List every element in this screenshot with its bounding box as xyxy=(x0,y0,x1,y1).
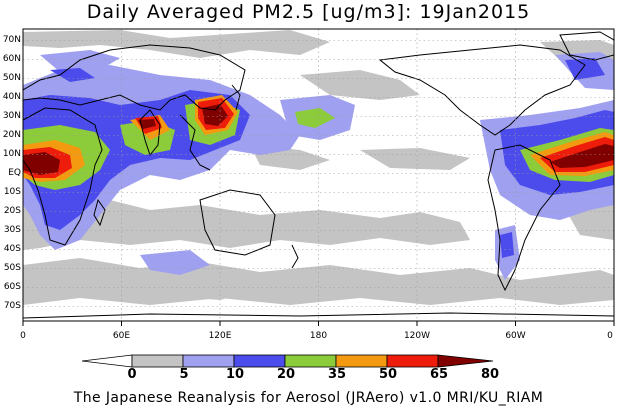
lat-label-70s: 70S xyxy=(3,301,21,311)
coastlines xyxy=(23,31,614,319)
colorbar-label-0: 0 xyxy=(127,367,137,382)
colorbar-label-35: 35 xyxy=(327,367,347,382)
lat-label-40n: 40N xyxy=(2,92,21,102)
lat-label-70n: 70N xyxy=(2,35,21,45)
lat-label-20s: 20S xyxy=(3,206,21,216)
colorbar-swatch-above-80 xyxy=(437,354,494,368)
lon-label-180: 180 xyxy=(309,331,328,341)
colorbar-swatch-3 xyxy=(233,354,286,368)
colorbar-swatch-4 xyxy=(284,354,337,368)
lat-label-10s: 10S xyxy=(3,187,21,197)
lat-label-eq: EQ xyxy=(8,168,21,178)
lon-label-0-west: 0 xyxy=(20,331,26,341)
lon-label-120e: 120E xyxy=(208,331,232,341)
axis-ticks xyxy=(22,321,615,326)
colorbar-label-10: 10 xyxy=(225,367,245,382)
map-title: Daily Averaged PM2.5 [ug/m3]: 19Jan2015 xyxy=(86,1,531,23)
colorbar-swatch-6 xyxy=(386,354,439,368)
lat-label-60s: 60S xyxy=(3,282,21,292)
lat-label-40s: 40S xyxy=(3,244,21,254)
lat-label-20n: 20N xyxy=(2,130,21,140)
lon-label-60e: 60E xyxy=(112,331,131,341)
lon-gridlines xyxy=(121,29,516,321)
lon-label-60w: 60W xyxy=(505,331,526,341)
lat-label-30n: 30N xyxy=(2,111,21,121)
colorbar-label-50: 50 xyxy=(378,367,398,382)
lon-label-120w: 120W xyxy=(403,331,431,341)
colorbar-label-20: 20 xyxy=(276,367,296,382)
colorbar-swatch-below-0 xyxy=(81,354,133,368)
lat-label-60n: 60N xyxy=(2,54,21,64)
colorbar-swatch-1 xyxy=(131,354,184,368)
pm25-darkred-field xyxy=(23,104,614,175)
colorbar-swatch-5 xyxy=(335,354,388,368)
lat-label-10n: 10N xyxy=(2,149,21,159)
lat-label-30s: 30S xyxy=(3,225,21,235)
colorbar-label-5: 5 xyxy=(179,367,189,382)
colorbar-label-65: 65 xyxy=(429,367,449,382)
colorbar-label-80: 80 xyxy=(480,367,500,382)
lat-label-50s: 50S xyxy=(3,263,21,273)
colorbar-swatch-2 xyxy=(182,354,235,368)
credit-line: The Japanese Reanalysis for Aerosol (JRA… xyxy=(73,390,544,406)
lat-label-50n: 50N xyxy=(2,73,21,83)
lon-label-0-east: 0 xyxy=(607,331,613,341)
